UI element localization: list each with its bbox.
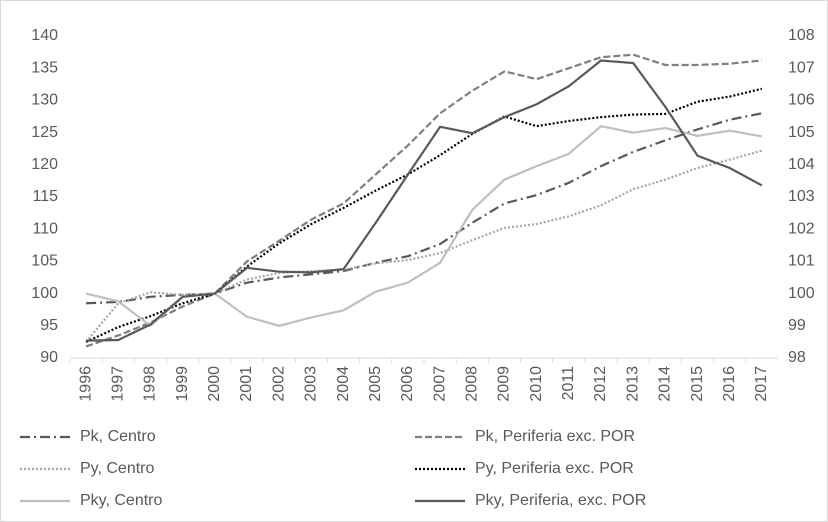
y-tick-label: 120 bbox=[31, 156, 58, 173]
y-tick-label: 130 bbox=[31, 92, 58, 109]
y2-tick-label: 101 bbox=[788, 253, 815, 270]
y2-tick-label: 98 bbox=[788, 349, 806, 366]
x-tick-label: 2014 bbox=[657, 366, 674, 402]
x-tick-label: 1999 bbox=[174, 366, 191, 402]
legend-label: Pky, Centro bbox=[80, 492, 163, 509]
y-tick-label: 100 bbox=[31, 285, 58, 302]
y-tick-label: 140 bbox=[31, 27, 58, 44]
x-tick-label: 2003 bbox=[303, 366, 320, 402]
x-tick-label: 2006 bbox=[399, 366, 416, 402]
x-tick-label: 1997 bbox=[109, 366, 126, 402]
y2-tick-label: 106 bbox=[788, 92, 815, 109]
y2-tick-label: 99 bbox=[788, 317, 806, 334]
x-tick-label: 2012 bbox=[592, 366, 609, 402]
x-tick-label: 2009 bbox=[496, 366, 513, 402]
x-tick-label: 2016 bbox=[721, 366, 738, 402]
y-tick-label: 90 bbox=[40, 349, 58, 366]
x-tick-label: 2015 bbox=[689, 366, 706, 402]
y-tick-label: 105 bbox=[31, 253, 58, 270]
x-tick-label: 2002 bbox=[270, 366, 287, 402]
x-tick-label: 2010 bbox=[528, 366, 545, 402]
x-tick-label: 2013 bbox=[624, 366, 641, 402]
x-tick-label: 2007 bbox=[431, 366, 448, 402]
legend-label: Pk, Centro bbox=[80, 428, 156, 445]
legend-label: Pk, Periferia exc. POR bbox=[475, 428, 635, 445]
x-tick-label: 2004 bbox=[335, 366, 352, 402]
y2-tick-label: 107 bbox=[788, 59, 815, 76]
y2-tick-label: 102 bbox=[788, 220, 815, 237]
y2-tick-label: 105 bbox=[788, 124, 815, 141]
legend-label: Py, Periferia exc. POR bbox=[475, 460, 634, 477]
y-tick-label: 95 bbox=[40, 317, 58, 334]
series-line bbox=[85, 53, 763, 348]
x-tick-label: 1998 bbox=[142, 366, 159, 402]
y-tick-label: 125 bbox=[31, 124, 58, 141]
legend-label: Py, Centro bbox=[80, 460, 155, 477]
x-tick-label: 2017 bbox=[753, 366, 770, 402]
x-tick-label: 2001 bbox=[238, 366, 255, 402]
y2-tick-label: 103 bbox=[788, 188, 815, 205]
y-tick-label: 115 bbox=[32, 188, 58, 205]
x-tick-label: 2005 bbox=[367, 366, 384, 402]
legend-label: Pky, Periferia, exc. POR bbox=[475, 492, 646, 509]
y2-tick-label: 108 bbox=[788, 27, 815, 44]
series-line bbox=[86, 59, 763, 342]
y2-tick-label: 100 bbox=[788, 285, 815, 302]
y-tick-label: 110 bbox=[32, 220, 58, 237]
x-tick-label: 2008 bbox=[463, 366, 480, 402]
y2-tick-label: 104 bbox=[788, 156, 815, 173]
y-tick-label: 135 bbox=[31, 59, 58, 76]
x-tick-label: 2011 bbox=[560, 366, 577, 401]
series-line bbox=[86, 112, 763, 305]
x-tick-label: 2000 bbox=[206, 366, 223, 402]
series-line bbox=[85, 87, 763, 343]
x-tick-label: 1996 bbox=[77, 366, 94, 402]
